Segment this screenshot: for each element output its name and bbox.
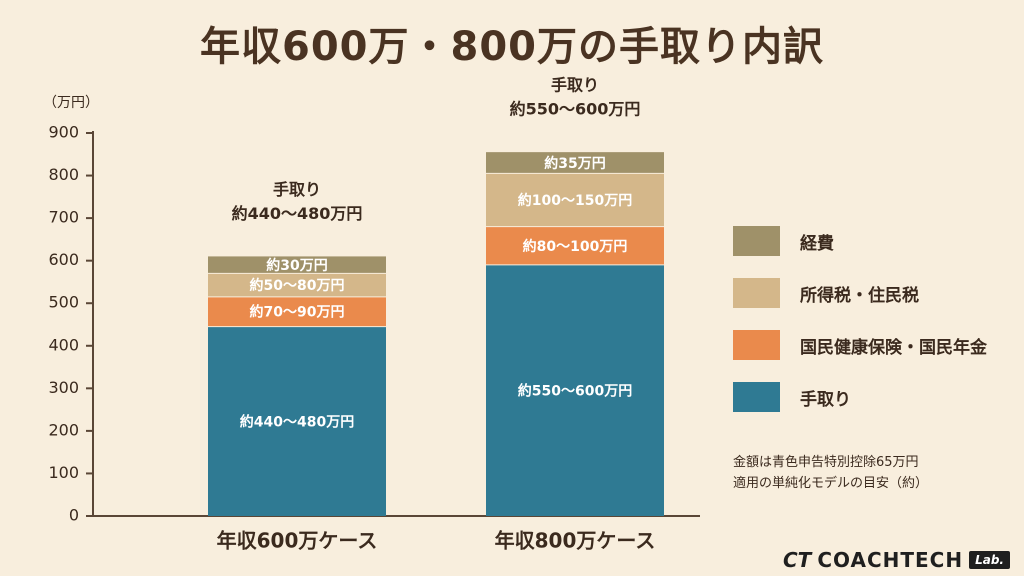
bar-total-value: 約550〜600万円: [510, 100, 641, 119]
footnote: 金額は青色申告特別控除65万円 適用の単純化モデルの目安（約）: [733, 452, 928, 494]
bar-segment: [208, 296, 386, 327]
legend-item: 国民健康保険・国民年金: [733, 329, 1018, 361]
y-tick-label: 500: [48, 293, 79, 312]
y-tick-label: 900: [48, 123, 79, 142]
bar-segment: [208, 273, 386, 297]
y-tick-label: 300: [48, 378, 79, 397]
bar-segment: [208, 256, 386, 274]
bar-segment: [486, 152, 664, 174]
brand-name: COACHTECH: [817, 548, 964, 572]
page-title: 年収600万・800万の手取り内訳: [200, 24, 824, 70]
legend-swatch: [733, 382, 780, 412]
legend-item: 所得税・住民税: [733, 277, 1018, 309]
x-category-label: 年収600万ケース: [217, 529, 378, 553]
bar-segment: [486, 226, 664, 265]
y-tick-label: 700: [48, 208, 79, 227]
bar-segment-label: 約50〜80万円: [250, 277, 345, 294]
brand-logo: CT COACHTECH Lab.: [783, 548, 1010, 572]
legend-swatch: [733, 226, 780, 256]
footnote-line: 適用の単純化モデルの目安（約）: [733, 476, 929, 491]
brand-lab-badge: Lab.: [969, 551, 1010, 569]
y-tick-label: 400: [48, 335, 79, 354]
bar-segment: [486, 264, 664, 516]
bar-segment-label: 約70〜90万円: [250, 304, 345, 321]
legend-label: 経費: [800, 233, 834, 254]
bar-total-heading: 手取り: [551, 76, 599, 95]
legend: 経費所得税・住民税国民健康保険・国民年金 手取り: [733, 225, 1018, 433]
legend-swatch: [733, 330, 780, 360]
brand-mark: CT: [783, 548, 812, 572]
bar-segment-label: 約550〜600万円: [518, 382, 632, 399]
legend-label: 国民健康保険・国民年金: [800, 337, 987, 358]
y-tick-label: 0: [69, 506, 79, 525]
legend-label: 所得税・住民税: [800, 285, 919, 306]
bar-segment-label: 約100〜150万円: [518, 192, 632, 209]
bar-segment: [486, 173, 664, 227]
bar-total-heading: 手取り: [273, 180, 321, 199]
legend-swatch: [733, 278, 780, 308]
bar-segment-label: 約30万円: [266, 257, 327, 274]
bar-segment-label: 約35万円: [544, 155, 605, 172]
y-tick-label: 200: [48, 420, 79, 439]
legend-item: 経費: [733, 225, 1018, 257]
y-tick-label: 800: [48, 165, 79, 184]
x-category-label: 年収800万ケース: [495, 529, 656, 553]
footnote-line: 金額は青色申告特別控除65万円: [733, 455, 919, 470]
bar-segment: [208, 326, 386, 516]
legend-label: 手取り: [800, 389, 851, 410]
bar-segment-label: 約80〜100万円: [523, 238, 628, 255]
legend-item: 手取り: [733, 381, 1018, 413]
y-axis-unit: （万円）: [43, 95, 99, 111]
bar-segment-label: 約440〜480万円: [240, 413, 354, 430]
y-tick-label: 600: [48, 250, 79, 269]
bar-total-value: 約440〜480万円: [232, 204, 363, 223]
y-tick-label: 100: [48, 463, 79, 482]
